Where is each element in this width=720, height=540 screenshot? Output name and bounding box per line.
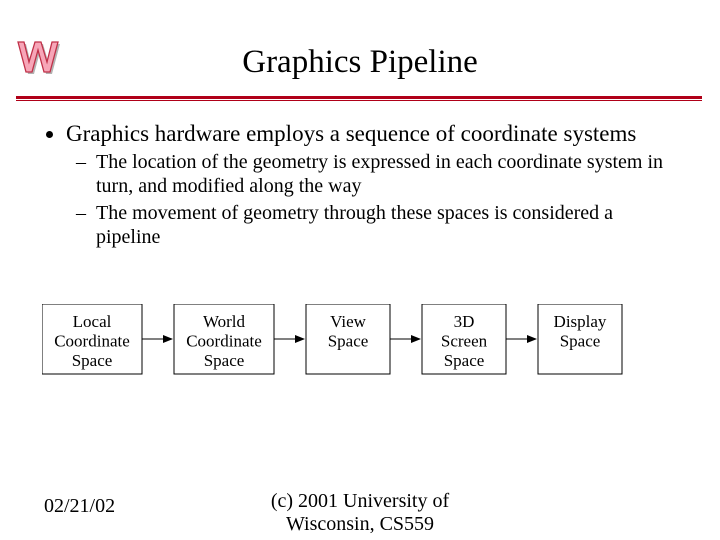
slide: Graphics Pipeline Graphics hardware empl…	[0, 0, 720, 540]
diagram-node-label: Screen	[441, 332, 488, 351]
bullet-text: Graphics hardware employs a sequence of …	[66, 121, 636, 146]
diagram-node-label: 3D	[454, 312, 475, 331]
title-underline	[16, 96, 702, 101]
diagram-node-label: Display	[554, 312, 607, 331]
footer-copyright: (c) 2001 University of Wisconsin, CS559	[0, 490, 720, 536]
page-title: Graphics Pipeline	[0, 44, 720, 81]
bullet-level2: The movement of geometry through these s…	[96, 202, 680, 249]
content-body: Graphics hardware employs a sequence of …	[44, 120, 680, 254]
diagram-node-label: Space	[204, 351, 245, 370]
diagram-node-label: World	[203, 312, 246, 331]
diagram-node-label: Space	[72, 351, 113, 370]
diagram-node-label: Space	[444, 351, 485, 370]
bullet-level1: Graphics hardware employs a sequence of …	[66, 120, 680, 250]
diagram-node-label: Space	[328, 332, 369, 351]
diagram-node-label: Coordinate	[186, 332, 262, 351]
diagram-node-label: Local	[73, 312, 112, 331]
pipeline-diagram: LocalCoordinateSpaceWorldCoordinateSpace…	[42, 304, 678, 389]
diagram-node-label: Coordinate	[54, 332, 130, 351]
diagram-node-label: View	[330, 312, 367, 331]
diagram-node-label: Space	[560, 332, 601, 351]
bullet-level2: The location of the geometry is expresse…	[96, 151, 680, 198]
